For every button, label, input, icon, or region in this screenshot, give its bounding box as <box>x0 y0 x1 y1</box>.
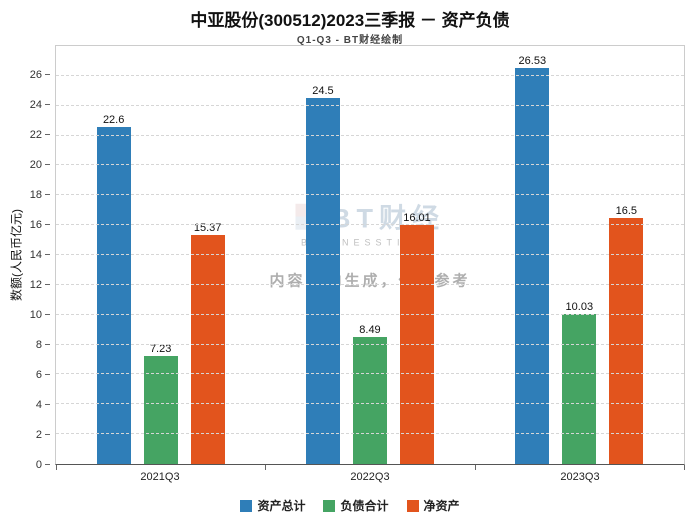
barwrap-total-liabilities: 7.23 <box>143 46 178 464</box>
barwrap-total-assets: 22.6 <box>96 46 131 464</box>
gridline <box>56 224 684 226</box>
y-tick-label: 10 <box>29 309 42 321</box>
y-tick-mark <box>45 404 50 405</box>
gridline <box>56 373 684 375</box>
y-tick-mark <box>45 344 50 345</box>
bar-group-2022Q3: 24.5 8.49 16.01 <box>265 46 474 464</box>
gridline <box>56 134 684 136</box>
bar-value-label: 16.01 <box>403 212 431 224</box>
legend-item-net-assets[interactable]: 净资产 <box>406 497 460 514</box>
x-tick-label: 2022Q3 <box>350 471 390 483</box>
legend-swatch <box>240 499 253 512</box>
bar-total-assets <box>96 126 131 464</box>
legend-label: 负债合计 <box>340 499 389 513</box>
y-tick-label: 20 <box>29 159 42 171</box>
barwrap-net-assets: 15.37 <box>190 46 225 464</box>
chart-title: 中亚股份(300512)2023三季报 － 资产负债 <box>190 11 510 30</box>
barwrap-net-assets: 16.01 <box>399 46 434 464</box>
y-tick-mark <box>45 464 50 465</box>
plot-area: BT财经 BUSINESSTIMES 内容由AI生成，仅供参考 22.6 7.23… <box>55 45 685 470</box>
y-tick-label: 6 <box>35 369 42 381</box>
x-tick-mark <box>265 465 267 470</box>
legend-label: 净资产 <box>423 499 460 513</box>
gridline <box>56 433 684 435</box>
y-tick-mark <box>45 254 50 255</box>
gridline <box>56 403 684 405</box>
bar-net-assets <box>190 234 225 464</box>
gridline <box>56 164 684 166</box>
gridline <box>56 194 684 196</box>
x-axis: 2021Q3 2022Q3 2023Q3 <box>55 471 685 483</box>
legend-swatch <box>323 499 336 512</box>
y-tick-label: 14 <box>29 249 42 261</box>
x-tick-mark <box>684 465 685 470</box>
y-tick-mark <box>45 224 50 225</box>
y-tick-mark <box>45 164 50 165</box>
gridline <box>56 343 684 345</box>
barwrap-total-assets: 24.5 <box>305 46 340 464</box>
bar-value-label: 16.5 <box>615 204 638 217</box>
bar-total-assets <box>515 67 550 464</box>
y-tick-label: 12 <box>29 279 42 291</box>
bar-groups: 22.6 7.23 15.37 24.5 8.49 16.01 26.53 10.03 16.5 <box>56 46 684 464</box>
bar-total-liabilities <box>352 337 387 464</box>
bar-group-2023Q3: 26.53 10.03 16.5 <box>475 46 684 464</box>
bar-group-2021Q3: 22.6 7.23 15.37 <box>56 46 265 464</box>
barwrap-total-liabilities: 8.49 <box>352 46 387 464</box>
barwrap-total-assets: 26.53 <box>515 46 550 464</box>
legend-item-total-liabilities[interactable]: 负债合计 <box>323 497 389 514</box>
barwrap-total-liabilities: 10.03 <box>562 46 597 464</box>
gridline <box>56 283 684 285</box>
y-tick-mark <box>45 284 50 285</box>
x-tick-mark <box>56 465 57 470</box>
y-tick-label: 18 <box>29 189 42 201</box>
y-tick-label: 4 <box>35 399 42 411</box>
bar-total-liabilities <box>562 314 597 464</box>
y-tick-mark <box>45 314 50 315</box>
gridline <box>56 254 684 255</box>
chart-subtitle: Q1-Q3 - BT财经绘制 <box>296 35 404 46</box>
y-tick-label: 2 <box>35 429 42 441</box>
bar-value-label: 7.23 <box>149 343 172 356</box>
y-tick-label: 0 <box>35 459 42 471</box>
legend: 资产总计 负债合计 净资产 <box>0 497 700 514</box>
x-tick-label: 2021Q3 <box>140 471 180 483</box>
gridline <box>56 313 684 315</box>
y-tick-mark <box>45 194 50 195</box>
y-tick-mark <box>45 74 50 75</box>
bar-value-label: 10.03 <box>565 301 594 314</box>
y-tick-label: 22 <box>29 129 42 141</box>
y-tick-mark <box>45 104 50 105</box>
y-tick-label: 26 <box>29 69 42 81</box>
y-tick-mark <box>45 434 50 435</box>
gridline <box>56 104 684 106</box>
y-tick-label: 16 <box>29 219 42 231</box>
legend-label: 资产总计 <box>257 499 306 513</box>
x-tick-mark <box>474 465 476 470</box>
bar-value-label: 8.49 <box>359 324 381 337</box>
bar-value-label: 22.6 <box>102 113 125 126</box>
gridline <box>56 74 684 76</box>
legend-swatch <box>406 499 419 512</box>
bar-value-label: 24.5 <box>312 85 334 98</box>
bar-net-assets <box>609 217 644 464</box>
bar-total-assets <box>305 98 340 464</box>
bar-total-liabilities <box>143 356 178 464</box>
legend-item-total-assets[interactable]: 资产总计 <box>240 497 305 514</box>
y-axis: 0 2 4 6 8 10 12 14 16 18 20 22 24 26 <box>0 45 50 471</box>
y-tick-label: 8 <box>35 339 42 351</box>
x-tick-label: 2023Q3 <box>560 471 600 483</box>
y-tick-label: 24 <box>29 99 42 111</box>
y-tick-mark <box>45 134 50 135</box>
bar-value-label: 26.53 <box>518 54 547 67</box>
y-tick-mark <box>45 374 50 375</box>
barwrap-net-assets: 16.5 <box>609 46 644 464</box>
